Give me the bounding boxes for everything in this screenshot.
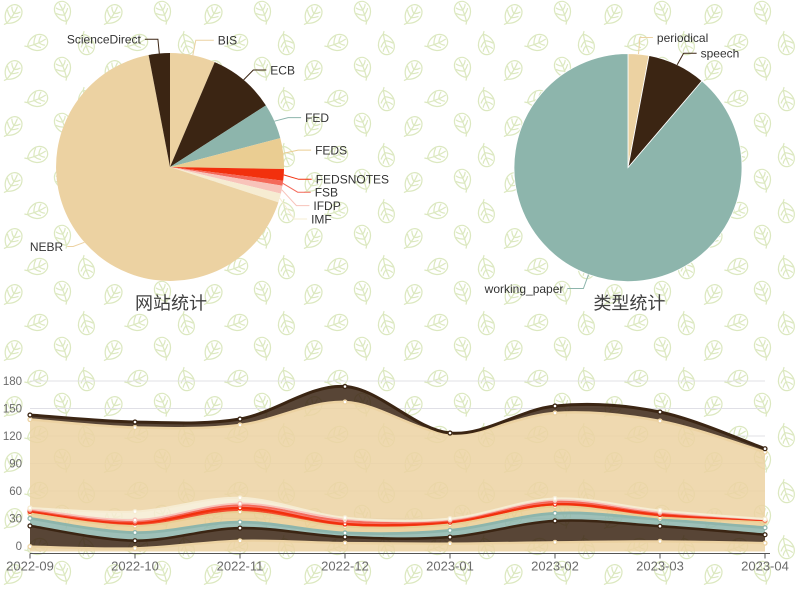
svg-text:90: 90: [9, 459, 22, 471]
svg-text:BIS: BIS: [218, 34, 237, 48]
svg-text:ECB: ECB: [270, 63, 295, 77]
svg-text:30: 30: [9, 514, 22, 526]
svg-text:60: 60: [9, 486, 22, 498]
svg-text:2023-04: 2023-04: [741, 559, 789, 574]
svg-text:150: 150: [3, 404, 22, 416]
svg-text:FEDSNOTES: FEDSNOTES: [316, 173, 389, 187]
svg-text:2023-03: 2023-03: [636, 559, 684, 574]
svg-text:FSB: FSB: [315, 186, 338, 200]
svg-text:180: 180: [3, 376, 22, 388]
svg-text:periodical: periodical: [657, 31, 708, 45]
svg-text:FED: FED: [305, 111, 329, 125]
svg-text:IFDP: IFDP: [313, 199, 340, 213]
svg-text:working_paper: working_paper: [484, 282, 564, 296]
svg-text:ScienceDirect: ScienceDirect: [67, 33, 142, 47]
svg-text:2022-09: 2022-09: [6, 559, 54, 574]
svg-text:120: 120: [3, 431, 22, 443]
svg-text:2022-10: 2022-10: [111, 559, 159, 574]
svg-text:2022-12: 2022-12: [321, 559, 369, 574]
svg-text:2022-11: 2022-11: [217, 559, 264, 574]
svg-text:FEDS: FEDS: [315, 143, 347, 157]
svg-text:NEBR: NEBR: [30, 240, 64, 254]
svg-text:0: 0: [16, 541, 22, 553]
svg-text:2023-02: 2023-02: [531, 559, 579, 574]
svg-text:2023-01: 2023-01: [426, 559, 474, 574]
svg-text:speech: speech: [701, 47, 740, 61]
svg-text:IMF: IMF: [311, 212, 332, 226]
